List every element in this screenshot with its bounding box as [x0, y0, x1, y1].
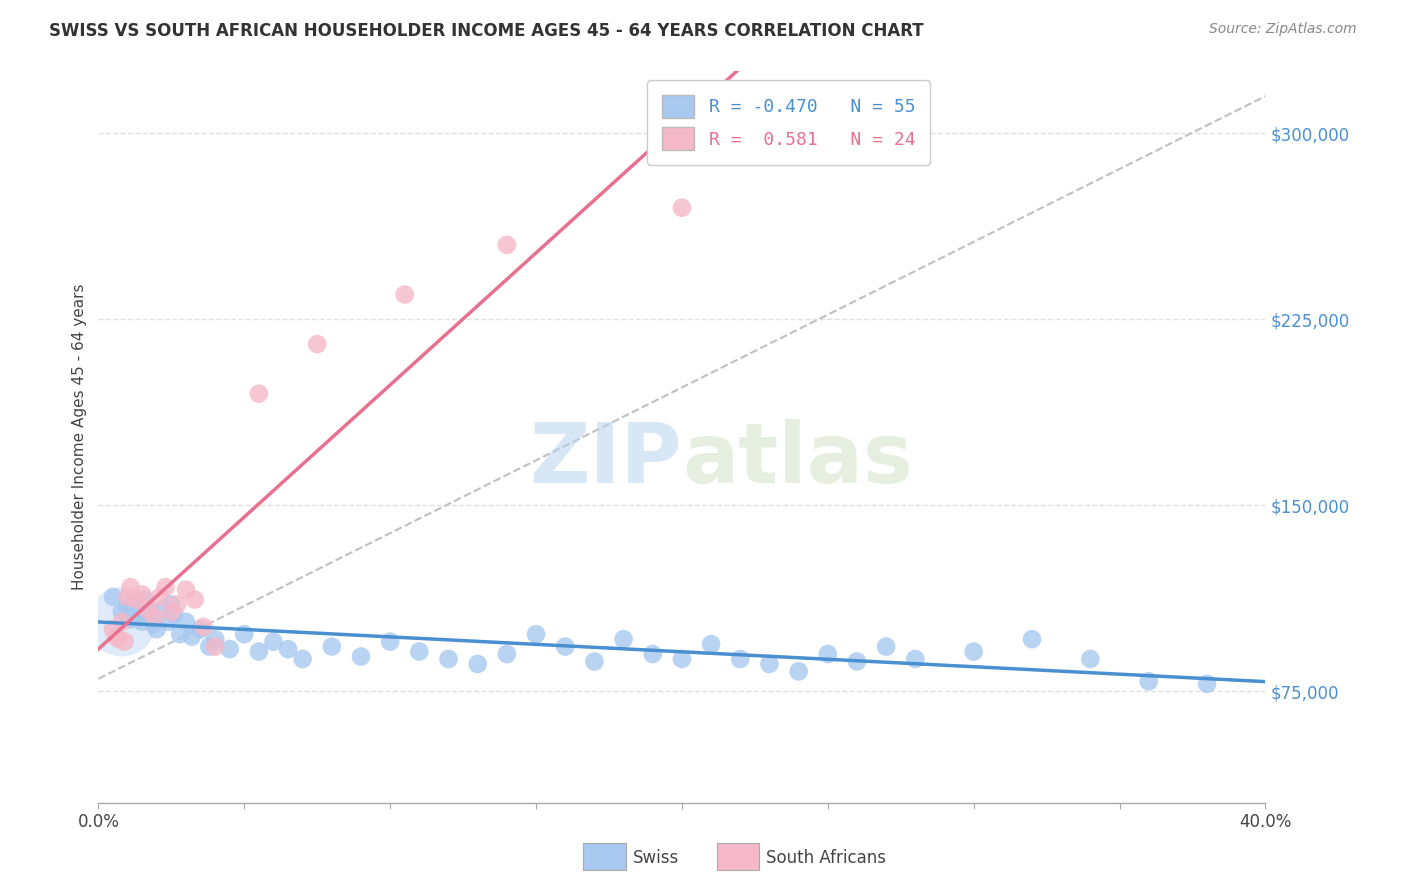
Y-axis label: Householder Income Ages 45 - 64 years: Householder Income Ages 45 - 64 years [72, 284, 87, 591]
Point [160, 598, 183, 612]
Point [1021, 632, 1043, 647]
Point [174, 615, 197, 629]
Text: atlas: atlas [682, 418, 912, 500]
Point [700, 637, 723, 651]
Point [125, 592, 148, 607]
Point [101, 622, 124, 636]
Point [247, 386, 270, 401]
Point [204, 640, 226, 654]
Point [262, 634, 284, 648]
Point [134, 592, 156, 607]
Point [131, 588, 153, 602]
Point [120, 612, 142, 626]
Point [233, 627, 256, 641]
Point [291, 652, 314, 666]
Point [183, 592, 205, 607]
Point [180, 630, 202, 644]
Point [163, 607, 186, 622]
Point [817, 647, 839, 661]
Point [247, 644, 270, 658]
Point [193, 620, 215, 634]
Point [117, 590, 139, 604]
Point [108, 632, 131, 647]
Text: South Africans: South Africans [766, 849, 886, 867]
Point [149, 590, 172, 604]
Point [1195, 677, 1218, 691]
Point [437, 652, 460, 666]
Point [554, 640, 576, 654]
Point [350, 649, 373, 664]
Point [641, 647, 664, 661]
Point [155, 580, 177, 594]
Point [122, 595, 145, 609]
Point [146, 622, 169, 636]
Point [307, 337, 329, 351]
Point [496, 647, 519, 661]
Point [408, 644, 430, 658]
Point [120, 580, 142, 594]
Point [787, 665, 810, 679]
Point [101, 590, 124, 604]
Point [962, 644, 984, 658]
Legend: R = -0.470   N = 55, R =  0.581   N = 24: R = -0.470 N = 55, R = 0.581 N = 24 [647, 80, 929, 165]
Point [136, 602, 159, 616]
Point [174, 582, 197, 597]
Point [218, 642, 240, 657]
Text: Swiss: Swiss [633, 849, 679, 867]
Point [142, 617, 165, 632]
Point [111, 615, 134, 629]
Point [583, 655, 606, 669]
Point [671, 201, 693, 215]
Point [152, 602, 174, 616]
Text: SWISS VS SOUTH AFRICAN HOUSEHOLDER INCOME AGES 45 - 64 YEARS CORRELATION CHART: SWISS VS SOUTH AFRICAN HOUSEHOLDER INCOM… [49, 22, 924, 40]
Text: ZIP: ZIP [530, 418, 682, 500]
Point [846, 655, 869, 669]
Point [321, 640, 343, 654]
Point [169, 627, 191, 641]
Point [671, 652, 693, 666]
Point [117, 599, 139, 614]
Point [1137, 674, 1160, 689]
Point [730, 652, 752, 666]
Point [904, 652, 927, 666]
Point [111, 615, 134, 629]
Point [104, 630, 127, 644]
Point [111, 605, 134, 619]
Point [139, 605, 162, 619]
Point [204, 632, 226, 647]
Text: Source: ZipAtlas.com: Source: ZipAtlas.com [1209, 22, 1357, 37]
Point [612, 632, 634, 647]
Point [380, 634, 402, 648]
Point [160, 605, 183, 619]
Point [125, 607, 148, 622]
Point [114, 634, 136, 648]
Point [1080, 652, 1102, 666]
Point [131, 615, 153, 629]
Point [394, 287, 416, 301]
Point [524, 627, 547, 641]
Point [190, 622, 212, 636]
Point [128, 602, 150, 616]
Point [758, 657, 780, 671]
Point [198, 640, 221, 654]
Point [277, 642, 299, 657]
Point [157, 615, 180, 629]
Point [166, 598, 188, 612]
Point [875, 640, 897, 654]
Point [136, 610, 159, 624]
Point [496, 238, 519, 252]
Point [142, 610, 165, 624]
Point [467, 657, 489, 671]
